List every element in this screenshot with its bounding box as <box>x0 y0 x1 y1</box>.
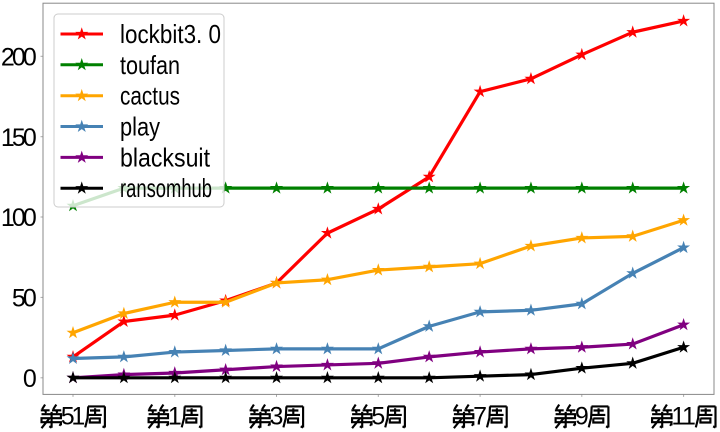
svg-text:lockbit3. 0: lockbit3. 0 <box>120 19 221 49</box>
svg-text:5: 5 <box>371 402 385 430</box>
svg-text:ransomhub: ransomhub <box>120 173 212 203</box>
svg-text:toufan: toufan <box>120 50 180 80</box>
svg-text:9: 9 <box>575 402 589 430</box>
svg-text:51: 51 <box>61 402 86 430</box>
svg-text:11: 11 <box>671 402 696 430</box>
svg-text:3: 3 <box>270 402 284 430</box>
svg-text:blacksuit: blacksuit <box>120 142 211 172</box>
svg-text:50: 50 <box>12 285 37 313</box>
svg-text:cactus: cactus <box>120 81 180 111</box>
svg-text:100: 100 <box>1 204 37 232</box>
svg-text:200: 200 <box>1 43 37 71</box>
svg-text:1: 1 <box>168 402 182 430</box>
svg-text:7: 7 <box>473 402 487 430</box>
svg-text:play: play <box>120 112 160 142</box>
svg-text:0: 0 <box>23 365 37 393</box>
svg-text:150: 150 <box>1 124 37 152</box>
